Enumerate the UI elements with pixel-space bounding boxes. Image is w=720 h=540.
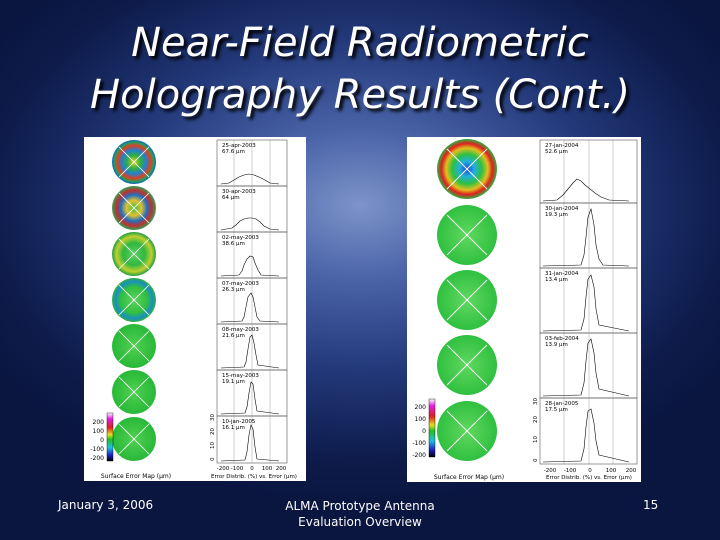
dish-map: [112, 186, 156, 230]
dish-map: [437, 139, 497, 199]
dish-map: [112, 232, 156, 276]
x-tick: 0: [588, 468, 592, 474]
right-histogram-frames: [539, 139, 638, 465]
colorbar: [106, 412, 114, 462]
dish-map: [437, 205, 497, 265]
x-tick: 100: [606, 468, 617, 474]
hist-rms: 38.6 μm: [222, 241, 245, 247]
hist-rms: 13.9 μm: [545, 342, 568, 348]
hist-rms: 17.5 μm: [545, 407, 568, 413]
colorbar-tick: -200: [90, 455, 104, 462]
x-tick: 0: [250, 466, 254, 472]
colorbar: [428, 398, 436, 458]
dish-map: [112, 140, 156, 184]
y-tick: 30: [210, 414, 216, 421]
hist-rms: 21.6 μm: [222, 333, 245, 339]
hist-date: 28-jan-2005: [545, 401, 579, 407]
footer-center-line1: ALMA Prototype Antenna: [285, 499, 435, 513]
y-tick: 0: [210, 457, 216, 461]
hist-rms: 16.1 μm: [222, 425, 245, 431]
hist-date: 30-apr-2003: [222, 189, 256, 195]
hist-date: 07-may-2003: [222, 281, 259, 287]
colorbar-tick: 200: [93, 419, 105, 426]
x-tick: 200: [276, 466, 287, 472]
hist-caption: Error Distrib. (%) vs. Error (μm): [546, 475, 632, 481]
x-tick: -100: [231, 466, 244, 472]
x-tick: -100: [564, 468, 577, 474]
map-caption: Surface Error Map (μm): [434, 474, 504, 481]
right-surface-maps: [437, 139, 497, 461]
hist-date: 10-jan-2005: [222, 419, 256, 425]
y-tick: 20: [533, 416, 539, 423]
y-tick: 20: [210, 428, 216, 435]
right-holography-figure: 200 100 0 -100 -200 Surface Error Map (μ…: [407, 137, 641, 482]
dish-map: [112, 278, 156, 322]
right-histograms: [542, 178, 630, 463]
colorbar-tick: 0: [422, 428, 426, 435]
left-surface-maps: [112, 140, 156, 461]
dish-map: [112, 370, 156, 414]
left-histograms: [220, 173, 280, 462]
hist-rms: 13.4 μm: [545, 277, 568, 283]
hist-date: 27-jan-2004: [545, 143, 579, 149]
hist-rms: 52.6 μm: [545, 149, 568, 155]
y-tick: 0: [533, 458, 539, 462]
colorbar-tick: 100: [415, 416, 427, 423]
hist-date: 08-may-2003: [222, 327, 259, 333]
colorbar-tick: 200: [415, 404, 427, 411]
y-tick: 10: [210, 442, 216, 449]
dish-map: [437, 401, 497, 461]
dish-map: [437, 270, 497, 330]
slide-title-line2: Holography Results (Cont.): [90, 72, 630, 118]
hist-rms: 26.3 μm: [222, 287, 245, 293]
y-tick: 10: [533, 436, 539, 443]
hist-caption: Error Distrib. (%) vs. Error (μm): [211, 474, 297, 480]
x-tick: -200: [544, 468, 557, 474]
hist-date: 15-may-2003: [222, 373, 259, 379]
left-holography-figure: 200 100 0 -100 -200 Surface Error Map (μ…: [84, 137, 306, 481]
left-vertical-gridlines: [233, 140, 271, 463]
dish-map: [112, 417, 156, 461]
hist-date: 03-feb-2004: [545, 336, 579, 342]
dish-map: [437, 335, 497, 395]
x-tick: 100: [262, 466, 273, 472]
hist-date: 31-jan-2004: [545, 271, 579, 277]
slide-title-line1: Near-Field Radiometric: [131, 20, 589, 66]
left-figure-svg: 200 100 0 -100 -200 Surface Error Map (μ…: [90, 139, 297, 480]
hist-date: 30-jan-2004: [545, 206, 579, 212]
colorbar-tick: -100: [412, 440, 426, 447]
slide-number: 15: [643, 498, 659, 512]
footer-date: January 3, 2006: [58, 498, 154, 512]
hist-date: 02-may-2003: [222, 235, 259, 241]
x-tick: 200: [626, 468, 637, 474]
colorbar-tick: 0: [100, 437, 104, 444]
footer-center: ALMA Prototype Antenna Evaluation Overvi…: [260, 498, 460, 530]
right-vertical-gridlines: [563, 140, 614, 464]
right-figure-svg: 200 100 0 -100 -200 Surface Error Map (μ…: [412, 139, 638, 481]
hist-date: 25-apr-2003: [222, 143, 256, 149]
hist-rms: 19.1 μm: [222, 379, 245, 385]
colorbar-tick: 100: [93, 428, 105, 435]
colorbar-tick: -100: [90, 446, 104, 453]
hist-rms: 19.3 μm: [545, 212, 568, 218]
y-tick: 30: [533, 398, 539, 405]
hist-rms: 64 μm: [222, 195, 240, 201]
footer-center-line2: Evaluation Overview: [298, 515, 422, 529]
colorbar-tick: -200: [412, 452, 426, 459]
hist-rms: 67.6 μm: [222, 149, 245, 155]
x-tick: -200: [217, 466, 230, 472]
dish-map: [112, 324, 156, 368]
map-caption: Surface Error Map (μm): [101, 473, 171, 480]
